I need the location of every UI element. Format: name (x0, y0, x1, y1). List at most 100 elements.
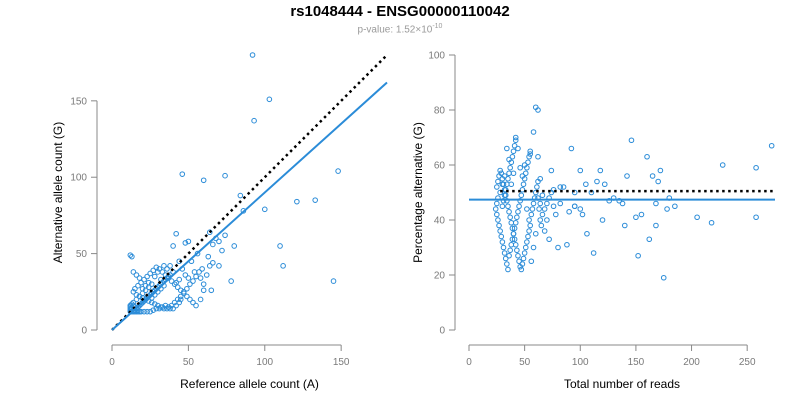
data-point (606, 197, 613, 204)
data-point (527, 148, 534, 155)
data-point (505, 203, 511, 210)
data-point (237, 192, 244, 199)
data-point (510, 230, 517, 237)
data-point (277, 243, 283, 249)
data-point (494, 211, 500, 218)
data-point (506, 208, 512, 215)
data-point (518, 192, 525, 199)
data-point (261, 206, 268, 213)
data-point (249, 52, 256, 58)
data-point (524, 206, 530, 212)
data-point (512, 241, 519, 248)
data-point (266, 96, 273, 103)
data-point (133, 292, 140, 298)
data-point (206, 229, 213, 236)
data-point (492, 206, 499, 212)
data-point (537, 175, 544, 182)
y-tick-label: 60 (434, 161, 446, 172)
data-point (500, 197, 507, 204)
data-point (541, 228, 548, 234)
data-point (515, 252, 521, 259)
data-point (525, 233, 531, 240)
data-point (161, 305, 167, 312)
data-point (753, 164, 759, 171)
data-point (499, 175, 506, 182)
data-point (130, 269, 137, 275)
data-point (548, 189, 555, 196)
data-point (148, 295, 155, 301)
data-point (526, 217, 532, 223)
y-tick-label: 80 (434, 106, 446, 117)
data-point (164, 266, 170, 272)
data-point (649, 173, 656, 179)
data-point (181, 290, 187, 297)
data-point (194, 250, 201, 257)
data-point (579, 211, 586, 218)
data-point (597, 167, 604, 174)
data-point (205, 253, 212, 260)
data-point (145, 279, 152, 286)
data-point (500, 244, 507, 251)
data-point (534, 184, 540, 190)
data-point (526, 228, 532, 234)
data-point (507, 247, 513, 254)
data-point (177, 287, 184, 294)
chart-title: rs1048444 - ENSG00000110042 (290, 3, 510, 20)
data-point (520, 255, 527, 262)
data-point (184, 293, 190, 300)
data-point (504, 261, 510, 267)
x-tick-label: 0 (109, 357, 115, 368)
data-point (541, 206, 548, 212)
data-point (624, 173, 630, 179)
data-point (155, 302, 161, 309)
data-point (517, 164, 523, 171)
data-point (537, 217, 544, 223)
data-point (505, 266, 511, 273)
data-point (176, 276, 183, 283)
x-tick-label: 100 (572, 357, 589, 368)
data-point (203, 272, 210, 278)
data-point (519, 186, 526, 193)
data-point (509, 225, 516, 232)
y-axis-title: Percentage alternative (G) (411, 122, 425, 263)
data-point (330, 278, 337, 284)
data-point (222, 232, 228, 239)
x-tick-label: 50 (519, 357, 531, 368)
data-point (768, 142, 775, 149)
data-point (173, 302, 179, 309)
data-point (511, 142, 518, 149)
y-tick-label: 20 (434, 271, 446, 282)
data-point (133, 272, 140, 278)
data-point (512, 134, 519, 141)
data-point (536, 206, 542, 212)
data-point (150, 267, 157, 274)
data-point (550, 203, 557, 210)
data-point (182, 240, 189, 246)
data-point (130, 289, 137, 295)
x-tick-label: 250 (739, 357, 756, 368)
data-point (176, 299, 183, 306)
data-point (577, 206, 584, 212)
x-tick-label: 100 (256, 357, 273, 368)
data-point (526, 153, 532, 160)
data-point (511, 236, 518, 243)
data-point (497, 228, 503, 234)
data-point (312, 197, 318, 203)
data-point (159, 269, 166, 275)
data-point (153, 264, 160, 271)
y-tick-label: 100 (70, 173, 87, 184)
data-point (506, 170, 512, 177)
data-point (660, 274, 667, 281)
data-point (193, 273, 199, 280)
data-point (132, 285, 138, 292)
data-point (515, 208, 521, 215)
data-point (199, 266, 205, 272)
data-point (644, 153, 650, 160)
p-value-times: ×10 (415, 24, 433, 36)
data-point (190, 278, 196, 284)
data-point (557, 200, 564, 207)
data-point (590, 250, 597, 256)
data-point (494, 200, 500, 207)
data-point (156, 266, 163, 272)
y-tick-label: 40 (434, 216, 446, 227)
